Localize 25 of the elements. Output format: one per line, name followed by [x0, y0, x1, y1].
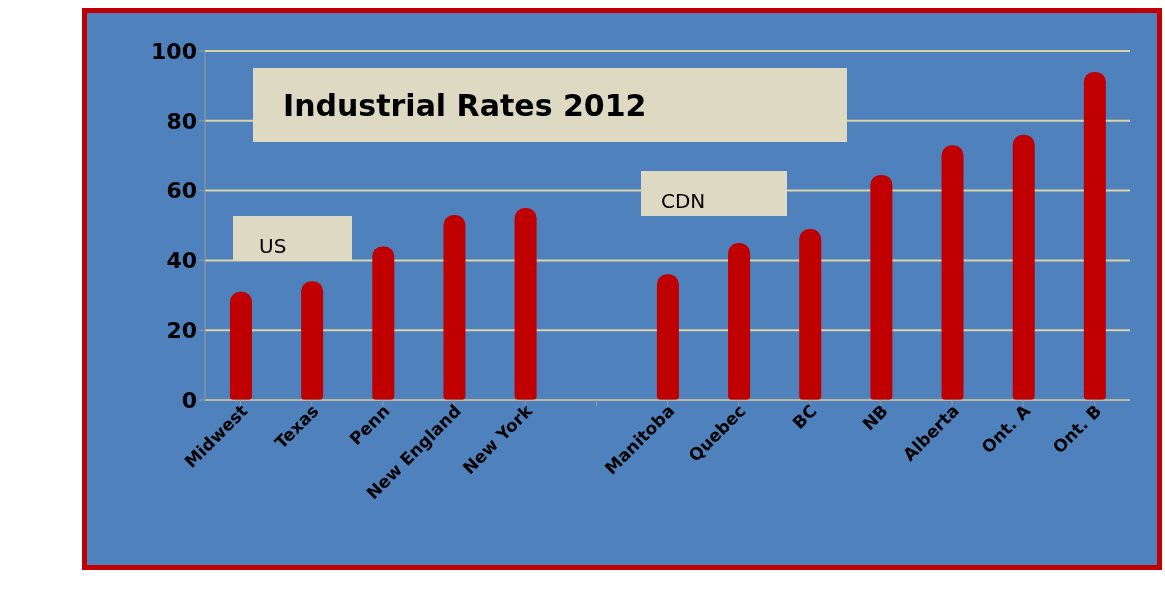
- bar: [230, 291, 252, 400]
- x-tick-label: Ont. B: [1048, 400, 1106, 458]
- bar: [1012, 134, 1035, 400]
- label-box: US: [233, 216, 352, 261]
- title-box: Industrial Rates 2012: [253, 68, 847, 142]
- bar: [728, 242, 751, 400]
- bar: [443, 215, 466, 400]
- bar: [372, 246, 395, 400]
- bar: [870, 174, 893, 400]
- y-tick-label: 40: [166, 248, 197, 274]
- x-tick-label: NB: [858, 400, 892, 435]
- bar: [941, 145, 964, 400]
- y-tick-label: 100: [151, 38, 197, 64]
- y-tick-label: 20: [166, 318, 197, 344]
- x-tick-label: Ont. A: [977, 400, 1035, 458]
- y-tick-label: 80: [166, 108, 197, 134]
- bar: [514, 208, 537, 400]
- bar: [799, 228, 822, 400]
- x-tick-label: BC: [788, 400, 821, 433]
- label-box: CDN: [641, 171, 787, 216]
- bar: [301, 281, 324, 400]
- bar: [1083, 71, 1106, 400]
- y-tick-label: 60: [166, 178, 197, 204]
- bar: [656, 274, 679, 400]
- y-tick-label: 0: [181, 387, 197, 413]
